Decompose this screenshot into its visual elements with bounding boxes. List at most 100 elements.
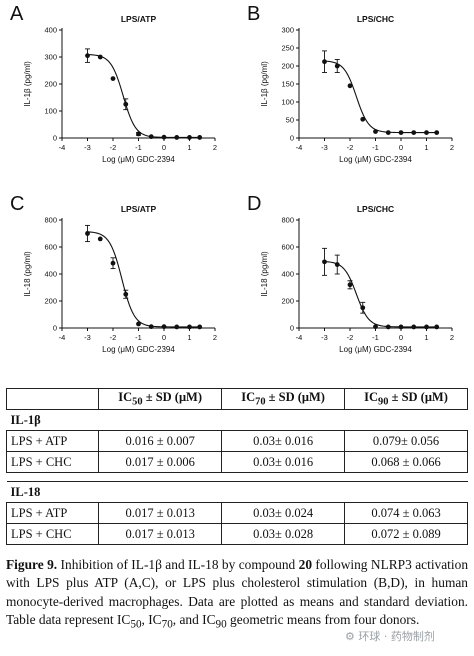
fit-curve bbox=[86, 53, 201, 139]
data-point bbox=[174, 135, 180, 140]
x-tick-label: -1 bbox=[372, 333, 379, 342]
table-row: LPS + CHC 0.017 ± 0.006 0.03± 0.016 0.06… bbox=[5, 451, 468, 473]
group-label-il18: IL-18 bbox=[6, 481, 468, 503]
fit-curve bbox=[323, 260, 438, 328]
x-tick-label: -2 bbox=[110, 143, 117, 152]
cell-ic90: 0.068 ± 0.066 bbox=[344, 451, 468, 473]
y-axis-label: IL-18 (pg/ml) bbox=[23, 251, 32, 297]
x-axis-label: Log (μM) GDC-2394 bbox=[102, 345, 175, 354]
fit-curve bbox=[323, 60, 438, 134]
data-point bbox=[148, 134, 154, 140]
ic-table-container: IC50 ± SD (μM) IC70 ± SD (μM) IC90 ± SD … bbox=[5, 388, 468, 545]
cell-ic70: 0.03± 0.028 bbox=[221, 523, 346, 545]
panel-d: D LPS/CHC 0 200 400 600 800 -4 -3 -2 -1 0 1 2 Log (μM)… bbox=[237, 190, 474, 375]
y-tick-label: 0 bbox=[53, 134, 57, 143]
table-row: LPS + ATP 0.017 ± 0.013 0.03± 0.024 0.07… bbox=[5, 502, 468, 524]
y-tick-label: 400 bbox=[281, 270, 294, 279]
x-tick-label: -2 bbox=[110, 333, 117, 342]
y-tick-label: 0 bbox=[290, 324, 294, 333]
header-ic70: IC70 ± SD (μM) bbox=[221, 388, 346, 410]
data-point bbox=[398, 324, 404, 330]
x-tick-label: 0 bbox=[162, 143, 166, 152]
x-tick-label: 1 bbox=[187, 333, 191, 342]
x-tick-label: 0 bbox=[399, 143, 403, 152]
y-tick-label: 0 bbox=[53, 324, 57, 333]
panel-a: A LPS/ATP 0 100 200 300 400 -4 -3 -2 -1 0 1 2 Log (μM)… bbox=[0, 0, 237, 185]
x-tick-label: 1 bbox=[424, 333, 428, 342]
y-tick-label: 200 bbox=[281, 297, 294, 306]
chart-c: C LPS/ATP 0 200 400 600 800 -4 -3 -2 -1 0 1 2 Log (μM)… bbox=[10, 193, 217, 354]
x-tick-label: -2 bbox=[347, 143, 354, 152]
data-point bbox=[85, 53, 90, 59]
table-row: LPS + ATP 0.016 ± 0.007 0.03± 0.016 0.07… bbox=[5, 430, 468, 452]
y-tick-label: 600 bbox=[44, 243, 57, 252]
y-tick-label: 800 bbox=[281, 216, 294, 225]
y-tick-label: 800 bbox=[44, 216, 57, 225]
cell-ic90: 0.079± 0.056 bbox=[344, 430, 468, 452]
y-tick-label: 50 bbox=[286, 116, 294, 125]
data-point bbox=[136, 131, 141, 137]
data-point bbox=[161, 324, 167, 330]
data-point bbox=[347, 282, 353, 288]
x-tick-label: 1 bbox=[187, 143, 191, 152]
y-tick-label: 600 bbox=[281, 243, 294, 252]
cell-ic90: 0.074 ± 0.063 bbox=[344, 502, 468, 524]
data-point bbox=[187, 324, 192, 330]
row-label: LPS + CHC bbox=[5, 451, 100, 473]
data-point bbox=[385, 130, 391, 136]
data-point bbox=[322, 59, 327, 65]
y-tick-label: 250 bbox=[281, 44, 294, 53]
data-point bbox=[110, 260, 116, 266]
data-point bbox=[373, 324, 378, 330]
data-point bbox=[97, 54, 103, 60]
panel-letter: A bbox=[10, 3, 24, 25]
data-point bbox=[187, 135, 192, 140]
x-tick-label: 2 bbox=[213, 143, 217, 152]
panel-c: C LPS/ATP 0 200 400 600 800 -4 -3 -2 -1 0 1 2 Log (μM)… bbox=[0, 190, 237, 375]
fit-curve bbox=[86, 231, 201, 328]
y-tick-label: 100 bbox=[281, 98, 294, 107]
header-ic90: IC90 ± SD (μM) bbox=[344, 388, 468, 410]
x-tick-label: 0 bbox=[162, 333, 166, 342]
panel-b: B LPS/CHC 0 50 100 150 200 250 300 -4 -3 -2 -1 0 1 2 Log… bbox=[237, 0, 474, 185]
x-tick-label: -4 bbox=[296, 143, 303, 152]
data-point bbox=[411, 130, 417, 136]
y-tick-label: 300 bbox=[281, 26, 294, 35]
data-point bbox=[85, 231, 90, 236]
y-axis-label: IL-1β (pg/ml) bbox=[23, 61, 32, 107]
data-point bbox=[434, 130, 440, 136]
x-tick-label: -3 bbox=[321, 143, 328, 152]
ic-table: IC50 ± SD (μM) IC70 ± SD (μM) IC90 ± SD … bbox=[5, 388, 468, 545]
data-point bbox=[360, 116, 366, 122]
x-axis-label: Log (μM) GDC-2394 bbox=[102, 155, 175, 164]
data-point bbox=[322, 259, 327, 265]
x-tick-label: -2 bbox=[347, 333, 354, 342]
y-tick-label: 200 bbox=[44, 80, 57, 89]
x-tick-label: -1 bbox=[372, 143, 379, 152]
data-point bbox=[360, 305, 366, 311]
cell-ic50: 0.017 ± 0.013 bbox=[98, 502, 223, 524]
x-tick-label: 2 bbox=[213, 333, 217, 342]
chart-title: LPS/ATP bbox=[121, 14, 157, 24]
chart-b: B LPS/CHC 0 50 100 150 200 250 300 -4 -3 -2 -1 0 1 2 Log… bbox=[247, 3, 454, 164]
data-point bbox=[197, 135, 203, 140]
chart-title: LPS/CHC bbox=[357, 14, 394, 24]
data-point bbox=[123, 101, 129, 107]
cell-ic90: 0.072 ± 0.089 bbox=[344, 523, 468, 545]
y-tick-label: 200 bbox=[281, 62, 294, 71]
data-point bbox=[424, 130, 429, 136]
row-label: LPS + CHC bbox=[5, 523, 100, 545]
data-point bbox=[347, 83, 353, 89]
chart-title: LPS/CHC bbox=[357, 204, 394, 214]
panel-letter: C bbox=[10, 193, 24, 215]
data-point bbox=[434, 324, 440, 330]
x-tick-label: -4 bbox=[59, 143, 66, 152]
cell-ic50: 0.017 ± 0.006 bbox=[98, 451, 223, 473]
caption-compound: 20 bbox=[298, 557, 313, 572]
x-tick-label: 0 bbox=[399, 333, 403, 342]
data-point bbox=[424, 324, 429, 330]
chart-a: A LPS/ATP 0 100 200 300 400 -4 -3 -2 -1 0 1 2 Log (μM)… bbox=[10, 3, 217, 164]
data-point bbox=[136, 321, 141, 327]
data-point bbox=[385, 324, 391, 330]
table-row: LPS + CHC 0.017 ± 0.013 0.03± 0.028 0.07… bbox=[5, 523, 468, 545]
